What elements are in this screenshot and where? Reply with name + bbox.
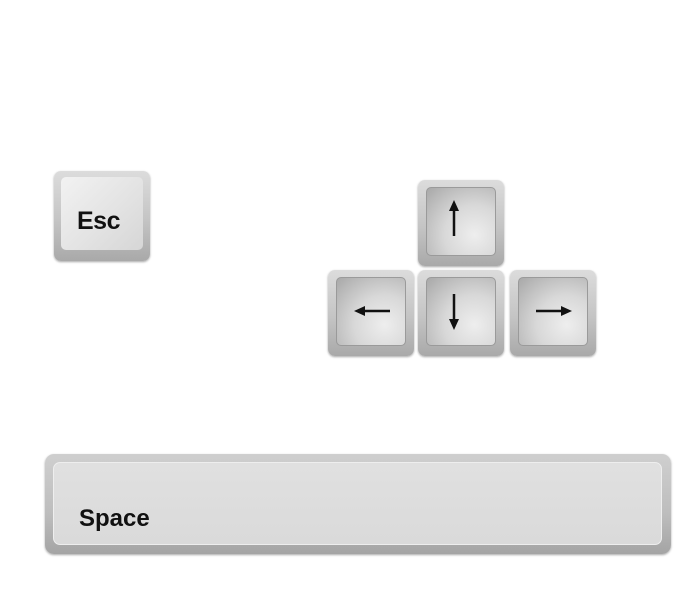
arrow-left-key[interactable] [328, 270, 414, 356]
arrow-down-key[interactable] [418, 270, 504, 356]
esc-key[interactable]: Esc [54, 171, 150, 261]
esc-key-top: Esc [61, 177, 143, 250]
arrow-right-icon [536, 306, 572, 316]
arrow-left-key-top [336, 277, 406, 346]
arrow-right-key-top [518, 277, 588, 346]
arrow-up-icon [449, 200, 459, 236]
arrow-left-icon [354, 306, 390, 316]
arrow-down-key-top [426, 277, 496, 346]
arrow-right-key[interactable] [510, 270, 596, 356]
arrow-down-icon [449, 294, 459, 330]
arrow-up-key[interactable] [418, 180, 504, 266]
arrow-up-key-top [426, 187, 496, 256]
space-key[interactable]: Space [45, 454, 671, 554]
space-key-label: Space [79, 505, 150, 532]
space-key-top: Space [53, 462, 662, 545]
esc-key-label: Esc [77, 207, 120, 235]
